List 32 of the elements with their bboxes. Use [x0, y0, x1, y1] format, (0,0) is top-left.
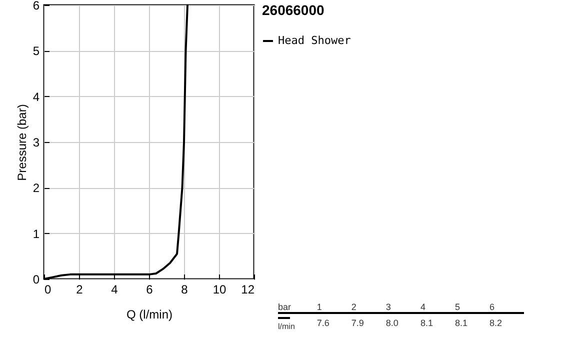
x-tick-label: 6 — [146, 282, 154, 296]
text: 8.0 — [386, 316, 400, 330]
text: 5 — [454, 301, 490, 313]
text: 7.6 — [316, 316, 330, 330]
legend-label: Head Shower — [278, 34, 352, 47]
y-tick-label: 1 — [32, 226, 40, 241]
text: 4 — [420, 301, 455, 313]
x-tick-label: 8 — [181, 282, 188, 296]
text: 8.1 — [420, 316, 434, 330]
text: 3 — [386, 301, 420, 313]
x-tick-label: 10 — [212, 282, 226, 296]
x-tick-label: 12 — [241, 282, 255, 296]
text: 8.2 — [489, 316, 503, 330]
text: l/min — [278, 322, 295, 331]
y-tick-label: 2 — [32, 181, 40, 196]
x-tick-label: 0 — [44, 282, 52, 296]
text: 6 — [489, 301, 524, 313]
text: 1 — [316, 301, 352, 313]
y-tick-label: 4 — [32, 90, 40, 104]
y-tick-label: 5 — [32, 44, 40, 58]
x-tick-label: 4 — [111, 282, 118, 296]
y-tick-label: 6 — [32, 0, 40, 12]
text: bar — [278, 301, 317, 313]
text: 26066000 — [262, 2, 324, 18]
x-tick-label: 2 — [76, 282, 84, 296]
y-tick-label: 3 — [32, 136, 40, 150]
x-axis-title: Q (l/min) — [126, 308, 172, 322]
y-axis-title: Pressure (bar) — [14, 104, 29, 181]
text: 7.9 — [351, 316, 365, 330]
text: 8.1 — [454, 316, 468, 330]
text: 2 — [351, 301, 386, 313]
y-tick-label: 0 — [32, 272, 40, 286]
